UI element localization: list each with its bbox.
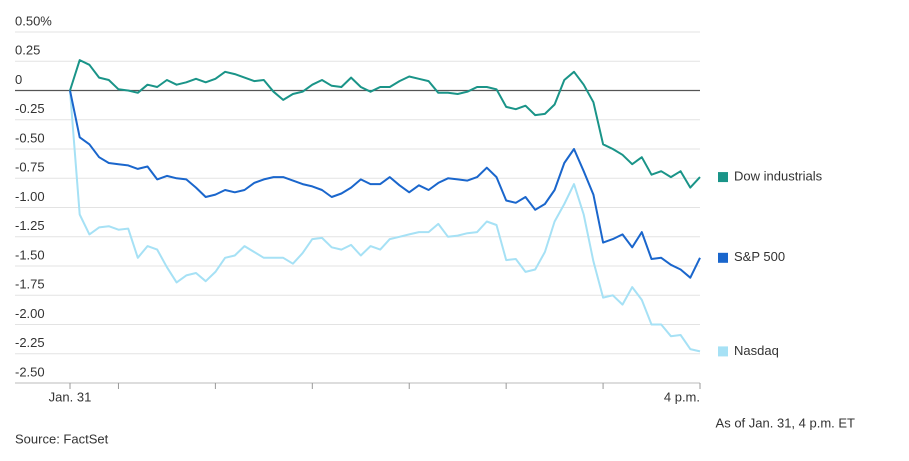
line (69, 59, 701, 189)
y-tick-label: -2.00 (15, 306, 45, 321)
y-tick-label: 0.50% (15, 13, 52, 28)
legend-label: Nasdaq (734, 343, 779, 358)
y-tick-label: -1.25 (15, 218, 45, 233)
legend-label: Dow industrials (734, 169, 823, 184)
y-tick-label: -2.25 (15, 335, 45, 350)
legend-swatch (718, 346, 728, 357)
legend-swatch (718, 252, 728, 263)
y-tick-label: -0.50 (15, 130, 45, 145)
legend-label: S&P 500 (734, 249, 785, 264)
y-tick-label: 0 (15, 72, 22, 87)
x-tick-label: Jan. 31 (49, 389, 92, 404)
y-tick-label: -0.25 (15, 101, 45, 116)
legend-swatch (718, 172, 728, 183)
x-tick-label: 4 p.m. (664, 389, 700, 404)
line (69, 90, 701, 353)
y-tick-label: -1.00 (15, 189, 45, 204)
y-tick-label: -0.75 (15, 160, 45, 175)
source: Source: FactSet (15, 431, 109, 446)
y-tick-label: -1.50 (15, 247, 45, 262)
line (69, 90, 701, 279)
note: As of Jan. 31, 4 p.m. ET (716, 415, 856, 430)
y-tick-label: -2.50 (15, 364, 45, 379)
y-tick-label: -1.75 (15, 277, 45, 292)
y-tick-label: 0.25 (15, 43, 40, 58)
